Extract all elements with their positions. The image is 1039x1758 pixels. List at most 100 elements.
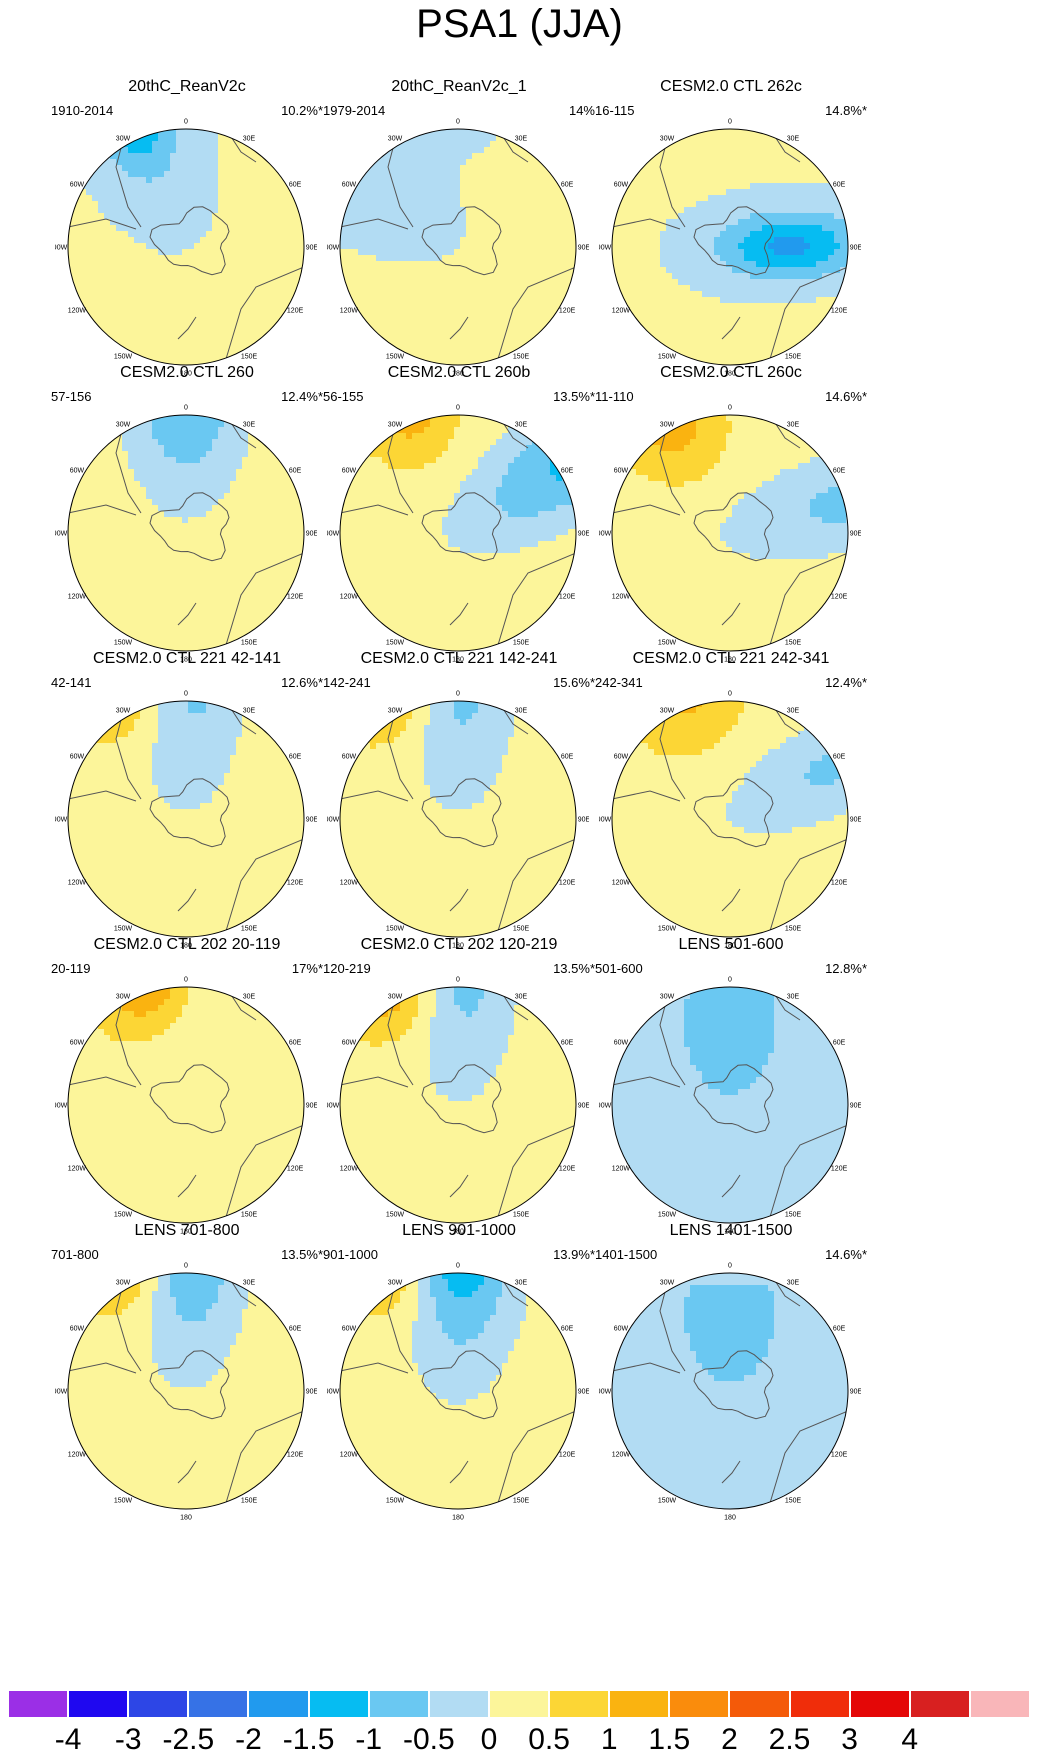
new-zealand-coastline: [177, 888, 197, 912]
pressure-anomaly-field: [68, 1273, 304, 1509]
new-zealand-coastline: [449, 1460, 469, 1484]
australia-coastline: [225, 552, 304, 646]
longitude-label: 90W: [55, 817, 68, 824]
longitude-label: 120W: [612, 1452, 631, 1459]
pressure-anomaly-field: [340, 701, 576, 937]
longitude-label: 60E: [561, 754, 574, 761]
colorbar-tick: 0: [480, 1723, 498, 1756]
longitude-label: 60E: [289, 1040, 302, 1047]
map-panel: LENS 901-1000 901-1000 13.9%* 0 30E 60E 90E 120…: [305, 1222, 613, 1540]
panel-variance-percent: 14.6%*: [825, 389, 867, 404]
map-panel: CESM2.0 CTL 221 142-241 142-241 15.6%* 0 30E…: [305, 650, 613, 968]
longitude-label: 180: [180, 943, 192, 950]
longitude-label: 0: [184, 1263, 188, 1270]
australia-coastline: [769, 266, 848, 360]
longitude-label: 150E: [513, 1212, 530, 1219]
polar-map: 0 30E 60E 90E 120E 150E 180 150W 120W 90W 60W 30W: [599, 1263, 861, 1522]
longitude-label: 30E: [515, 135, 528, 142]
longitude-label: 0: [728, 977, 732, 984]
antarctica-coastline: [693, 492, 774, 562]
longitude-label: 60W: [70, 1326, 85, 1333]
panel-title: CESM2.0 CTL 260c: [660, 364, 802, 381]
panel-variance-percent: 15.6%*: [553, 675, 595, 690]
longitude-label: 150E: [241, 1498, 258, 1505]
longitude-label: 90W: [599, 817, 612, 824]
polar-map: 0 30E 60E 90E 120E 150E 180 150W 120W 90W 60W 30W: [55, 119, 317, 378]
longitude-label: 120W: [612, 1166, 631, 1173]
longitude-label: 120E: [559, 1452, 576, 1459]
polar-map: 0 30E 60E 90E 120E 150E 180 150W 120W 90W 60W 30W: [327, 405, 589, 664]
panel-year-range: 901-1000: [323, 1247, 378, 1262]
panel-variance-percent: 12.8%*: [825, 961, 867, 976]
longitude-label: 30E: [243, 1279, 256, 1286]
map-border: [611, 1272, 849, 1510]
australia-coastline: [225, 838, 304, 932]
antarctica-coastline: [149, 778, 230, 848]
colorbar-tick: -0.5: [402, 1723, 455, 1756]
antarctica-coastline: [149, 492, 230, 562]
longitude-label: 90W: [599, 1103, 612, 1110]
pressure-anomaly-field: [612, 129, 848, 365]
pressure-anomaly-field: [340, 415, 576, 651]
colorbar-swatch: [368, 1690, 429, 1718]
polar-map: 0 30E 60E 90E 120E 150E 180 150W 120W 90W 60W 30W: [599, 977, 861, 1236]
longitude-label: 90E: [578, 531, 589, 538]
panel-variance-percent: 12.4%*: [825, 675, 867, 690]
longitude-label: 60W: [70, 754, 85, 761]
longitude-label: 120W: [340, 1166, 359, 1173]
map-border: [339, 414, 577, 652]
map-border: [67, 700, 305, 938]
longitude-label: 60E: [833, 1040, 846, 1047]
map-border: [611, 128, 849, 366]
longitude-label: 0: [184, 405, 188, 412]
longitude-label: 150E: [241, 354, 258, 361]
longitude-label: 120W: [68, 880, 87, 887]
longitude-label: 150E: [513, 640, 530, 647]
longitude-label: 150W: [658, 354, 677, 361]
longitude-label: 90W: [599, 245, 612, 252]
longitude-label: 180: [452, 657, 464, 664]
map-border: [339, 128, 577, 366]
antarctica-coastline: [421, 1350, 502, 1420]
colorbar-swatch: [909, 1690, 970, 1718]
longitude-label: 30E: [243, 135, 256, 142]
longitude-label: 60W: [614, 468, 629, 475]
longitude-label: 60E: [561, 1040, 574, 1047]
panel-title: LENS 901-1000: [402, 1222, 516, 1239]
longitude-label: 120E: [287, 594, 304, 601]
longitude-label: 30W: [388, 135, 403, 142]
panel-title: CESM2.0 CTL 262c: [660, 78, 802, 95]
longitude-label: 30E: [515, 1279, 528, 1286]
longitude-label: 30E: [787, 135, 800, 142]
longitude-label: 150E: [241, 640, 258, 647]
longitude-label: 60W: [342, 182, 357, 189]
longitude-label: 90E: [850, 1389, 861, 1396]
colorbar-tick: 3: [841, 1723, 858, 1756]
pressure-anomaly-field: [340, 129, 576, 365]
longitude-label: 60E: [561, 182, 574, 189]
panel-year-range: 1979-2014: [323, 103, 386, 118]
panel-variance-percent: 17%*: [291, 961, 323, 976]
panel-variance-percent: 14%: [568, 103, 595, 118]
longitude-label: 150W: [114, 926, 133, 933]
antarctica-coastline: [693, 778, 774, 848]
map-border: [611, 414, 849, 652]
pressure-anomaly-field: [612, 701, 848, 937]
longitude-label: 120W: [340, 308, 359, 315]
map-border: [67, 414, 305, 652]
colorbar-swatch: [609, 1690, 670, 1718]
panel-year-range: 20-119: [51, 961, 91, 976]
longitude-label: 150W: [114, 640, 133, 647]
map-border: [339, 700, 577, 938]
longitude-label: 150E: [785, 1212, 802, 1219]
map-panel: LENS 501-600 501-600 12.8%* 0 30E 60E 90E 120E 1…: [577, 936, 885, 1254]
longitude-label: 60W: [614, 754, 629, 761]
pressure-anomaly-field: [612, 415, 848, 651]
new-zealand-coastline: [721, 1174, 741, 1198]
longitude-label: 30W: [116, 135, 131, 142]
polar-map: 0 30E 60E 90E 120E 150E 180 150W 120W 90W 60W 30W: [55, 1263, 317, 1522]
longitude-label: 30W: [660, 421, 675, 428]
longitude-label: 150E: [785, 354, 802, 361]
longitude-label: 180: [724, 371, 736, 378]
antarctica-coastline: [693, 1350, 774, 1420]
